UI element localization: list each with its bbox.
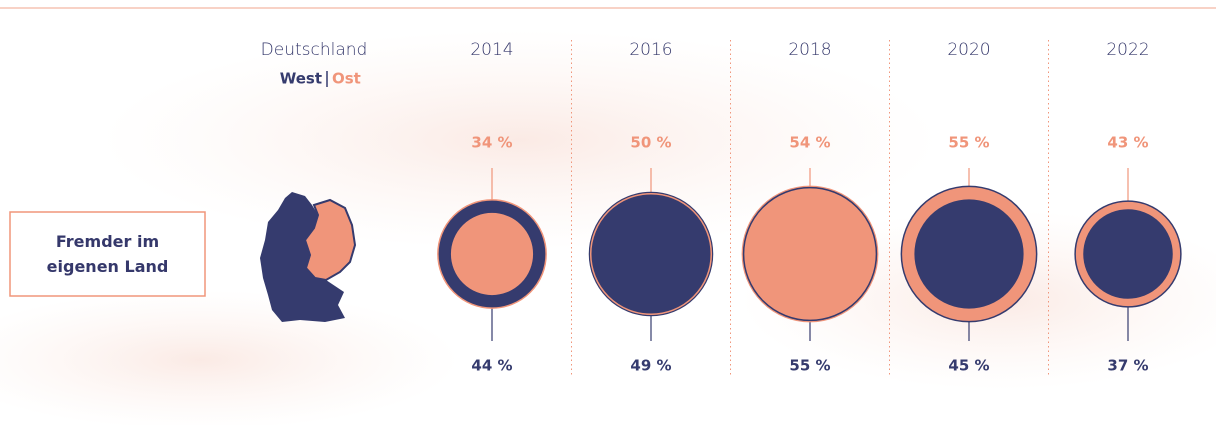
x-tick-label: 2018 <box>788 40 831 60</box>
value-label: 37 % <box>1107 357 1148 375</box>
value-label: 45 % <box>948 357 989 375</box>
circle-ost <box>449 211 535 297</box>
x-tick-label: 2020 <box>947 40 990 60</box>
value-label: 54 % <box>789 134 830 152</box>
row-label-box <box>9 211 206 297</box>
circle-west <box>912 197 1026 311</box>
value-label: 55 % <box>948 134 989 152</box>
germany-map <box>260 192 357 322</box>
circle-west <box>1081 207 1175 301</box>
row-label-container: Fremder im eigenen Land <box>46 232 169 276</box>
map-east <box>303 198 357 282</box>
map-west <box>260 192 345 322</box>
background-wash <box>0 290 460 425</box>
legend-entry: Ost <box>332 70 361 88</box>
x-tick-label: 2016 <box>629 40 672 60</box>
circle-ost <box>742 186 878 322</box>
value-label: 34 % <box>471 134 512 152</box>
value-label: 50 % <box>630 134 671 152</box>
chart-title: Deutschland <box>261 40 368 60</box>
x-tick-label: 2022 <box>1106 40 1149 60</box>
legend: West Ost <box>280 70 361 88</box>
value-label: 55 % <box>789 357 830 375</box>
value-label: 43 % <box>1107 134 1148 152</box>
circle-west <box>589 192 713 316</box>
value-label: 44 % <box>471 357 512 375</box>
value-label: 49 % <box>630 357 671 375</box>
row-label: Fremder im eigenen Land <box>46 232 169 276</box>
legend-entry: West <box>280 70 322 88</box>
x-tick-label: 2014 <box>470 40 513 60</box>
